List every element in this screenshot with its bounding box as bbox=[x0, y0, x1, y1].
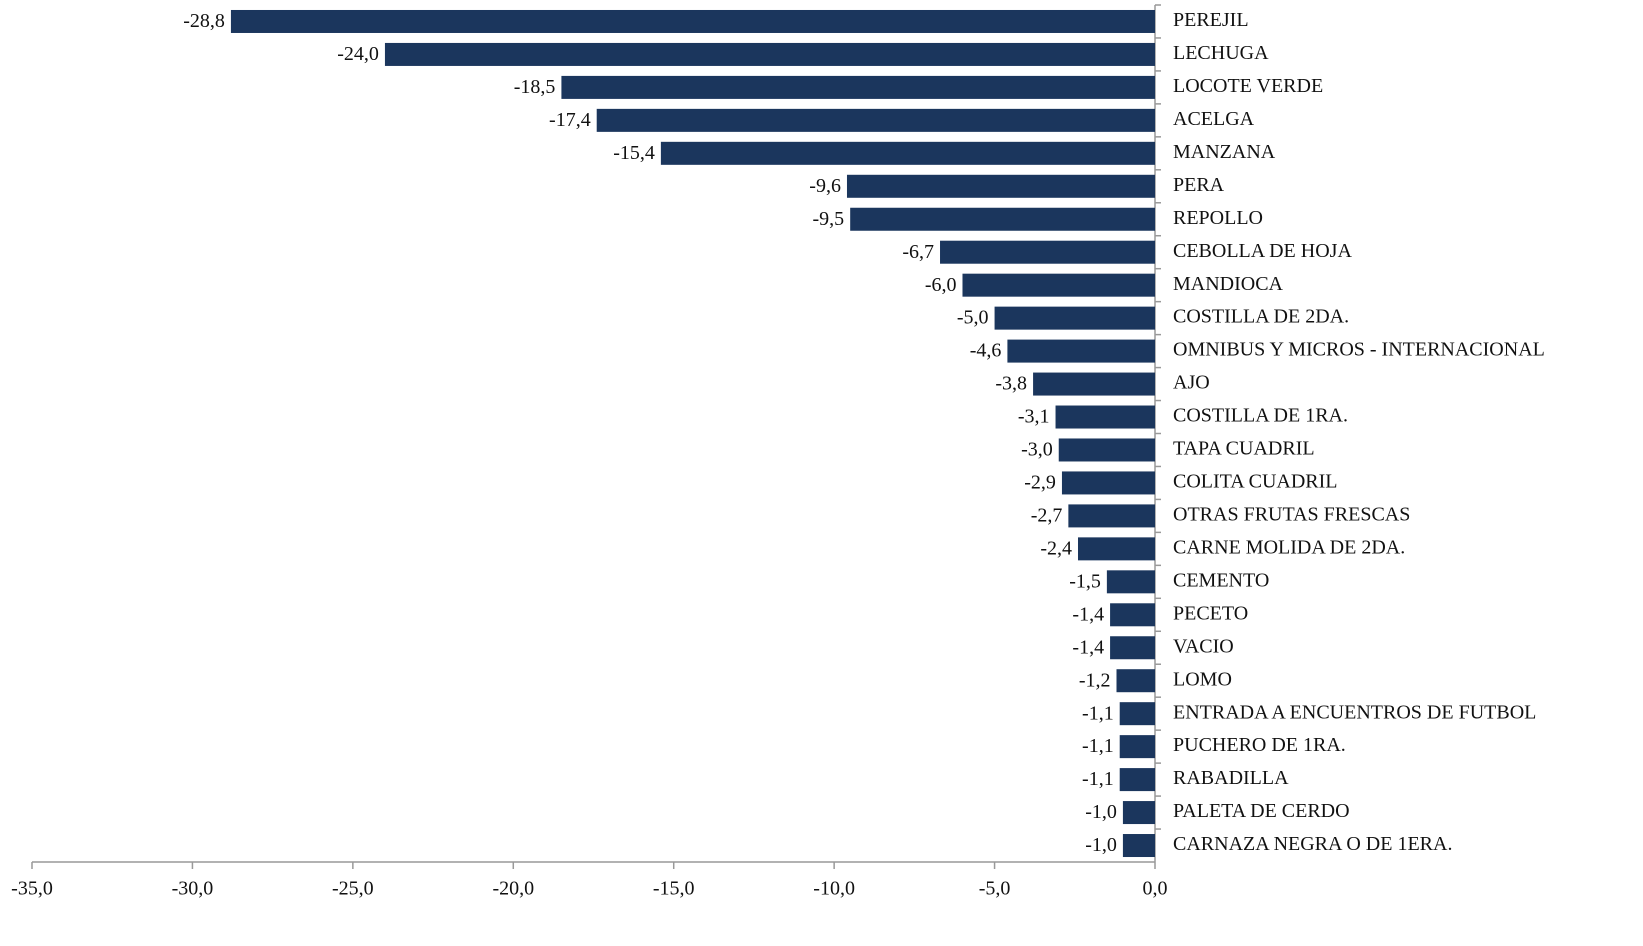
bar bbox=[1119, 702, 1155, 726]
bar bbox=[1007, 339, 1155, 363]
value-label: -1,1 bbox=[1082, 735, 1114, 757]
x-tick-label: -25,0 bbox=[332, 878, 374, 900]
category-label: PECETO bbox=[1173, 602, 1248, 624]
value-label: -24,0 bbox=[337, 43, 379, 65]
value-label: -6,7 bbox=[902, 241, 934, 263]
bar bbox=[1055, 405, 1155, 429]
category-label: OMNIBUS Y MICROS - INTERNACIONAL bbox=[1173, 339, 1545, 361]
bar bbox=[940, 240, 1155, 264]
bar bbox=[850, 207, 1155, 231]
category-label: CEMENTO bbox=[1173, 569, 1269, 591]
category-label: CEBOLLA DE HOJA bbox=[1173, 240, 1352, 262]
value-label: -1,0 bbox=[1085, 834, 1117, 856]
value-label: -3,8 bbox=[995, 373, 1027, 395]
bar bbox=[660, 141, 1155, 165]
value-label: -2,9 bbox=[1024, 472, 1056, 494]
value-label: -1,4 bbox=[1072, 603, 1104, 625]
bar bbox=[1061, 471, 1155, 495]
category-label: COSTILLA DE 2DA. bbox=[1173, 306, 1349, 328]
value-label: -15,4 bbox=[613, 142, 655, 164]
category-label: LOMO bbox=[1173, 668, 1232, 690]
value-label: -1,5 bbox=[1069, 570, 1101, 592]
bar bbox=[1106, 570, 1155, 594]
value-label: -3,0 bbox=[1021, 439, 1053, 461]
category-label: CARNE MOLIDA DE 2DA. bbox=[1173, 536, 1405, 558]
category-label: ENTRADA A ENCUENTROS DE FUTBOL bbox=[1173, 701, 1536, 723]
category-label: CARNAZA NEGRA O DE 1ERA. bbox=[1173, 833, 1452, 855]
category-label: ACELGA bbox=[1173, 108, 1255, 130]
bar bbox=[596, 108, 1155, 132]
category-label: AJO bbox=[1173, 372, 1210, 394]
category-label: TAPA CUADRIL bbox=[1173, 438, 1315, 460]
x-tick-label: -5,0 bbox=[979, 878, 1011, 900]
bar bbox=[1119, 768, 1155, 792]
value-label: -17,4 bbox=[549, 109, 591, 131]
bar bbox=[994, 306, 1155, 330]
value-label: -9,6 bbox=[809, 175, 841, 197]
bar bbox=[1110, 636, 1155, 660]
x-tick-label: -15,0 bbox=[653, 878, 695, 900]
bar bbox=[1110, 603, 1155, 627]
category-label: COLITA CUADRIL bbox=[1173, 471, 1338, 493]
bar bbox=[1119, 735, 1155, 759]
value-label: -1,4 bbox=[1072, 636, 1104, 658]
x-tick-label: -35,0 bbox=[11, 878, 53, 900]
value-label: -2,7 bbox=[1031, 504, 1063, 526]
category-label: PALETA DE CERDO bbox=[1173, 800, 1350, 822]
bar bbox=[1116, 669, 1155, 693]
category-label: MANDIOCA bbox=[1173, 273, 1284, 295]
value-label: -3,1 bbox=[1018, 406, 1050, 428]
category-label: OTRAS FRUTAS FRESCAS bbox=[1173, 503, 1410, 525]
x-tick-label: -20,0 bbox=[492, 878, 534, 900]
bar bbox=[384, 42, 1155, 66]
value-label: -4,6 bbox=[970, 340, 1002, 362]
value-label: -9,5 bbox=[813, 208, 845, 230]
bar bbox=[1058, 438, 1155, 462]
category-label: COSTILLA DE 1RA. bbox=[1173, 405, 1348, 427]
category-label: PERA bbox=[1173, 174, 1225, 196]
bar bbox=[1122, 834, 1155, 858]
category-label: LECHUGA bbox=[1173, 42, 1269, 64]
bar bbox=[1122, 801, 1155, 825]
x-tick-label: 0,0 bbox=[1143, 878, 1168, 900]
category-label: REPOLLO bbox=[1173, 207, 1263, 229]
bar bbox=[1068, 504, 1155, 528]
category-label: PEREJIL bbox=[1173, 9, 1249, 31]
value-label: -18,5 bbox=[514, 76, 556, 98]
bar bbox=[1077, 537, 1155, 561]
value-label: -1,1 bbox=[1082, 768, 1114, 790]
bar bbox=[561, 75, 1155, 99]
category-label: PUCHERO DE 1RA. bbox=[1173, 734, 1346, 756]
category-label: LOCOTE VERDE bbox=[1173, 75, 1323, 97]
value-label: -1,2 bbox=[1079, 669, 1111, 691]
x-tick-label: -30,0 bbox=[172, 878, 214, 900]
value-label: -1,0 bbox=[1085, 801, 1117, 823]
value-label: -28,8 bbox=[183, 10, 225, 32]
category-label: MANZANA bbox=[1173, 141, 1276, 163]
value-label: -2,4 bbox=[1040, 537, 1072, 559]
category-label: RABADILLA bbox=[1173, 767, 1289, 789]
category-label: VACIO bbox=[1173, 635, 1234, 657]
value-label: -6,0 bbox=[925, 274, 957, 296]
x-tick-label: -10,0 bbox=[813, 878, 855, 900]
bar bbox=[1033, 372, 1155, 396]
value-label: -5,0 bbox=[957, 307, 989, 329]
bar bbox=[962, 273, 1155, 297]
bar bbox=[846, 174, 1155, 198]
bar bbox=[230, 9, 1156, 33]
value-label: -1,1 bbox=[1082, 702, 1114, 724]
